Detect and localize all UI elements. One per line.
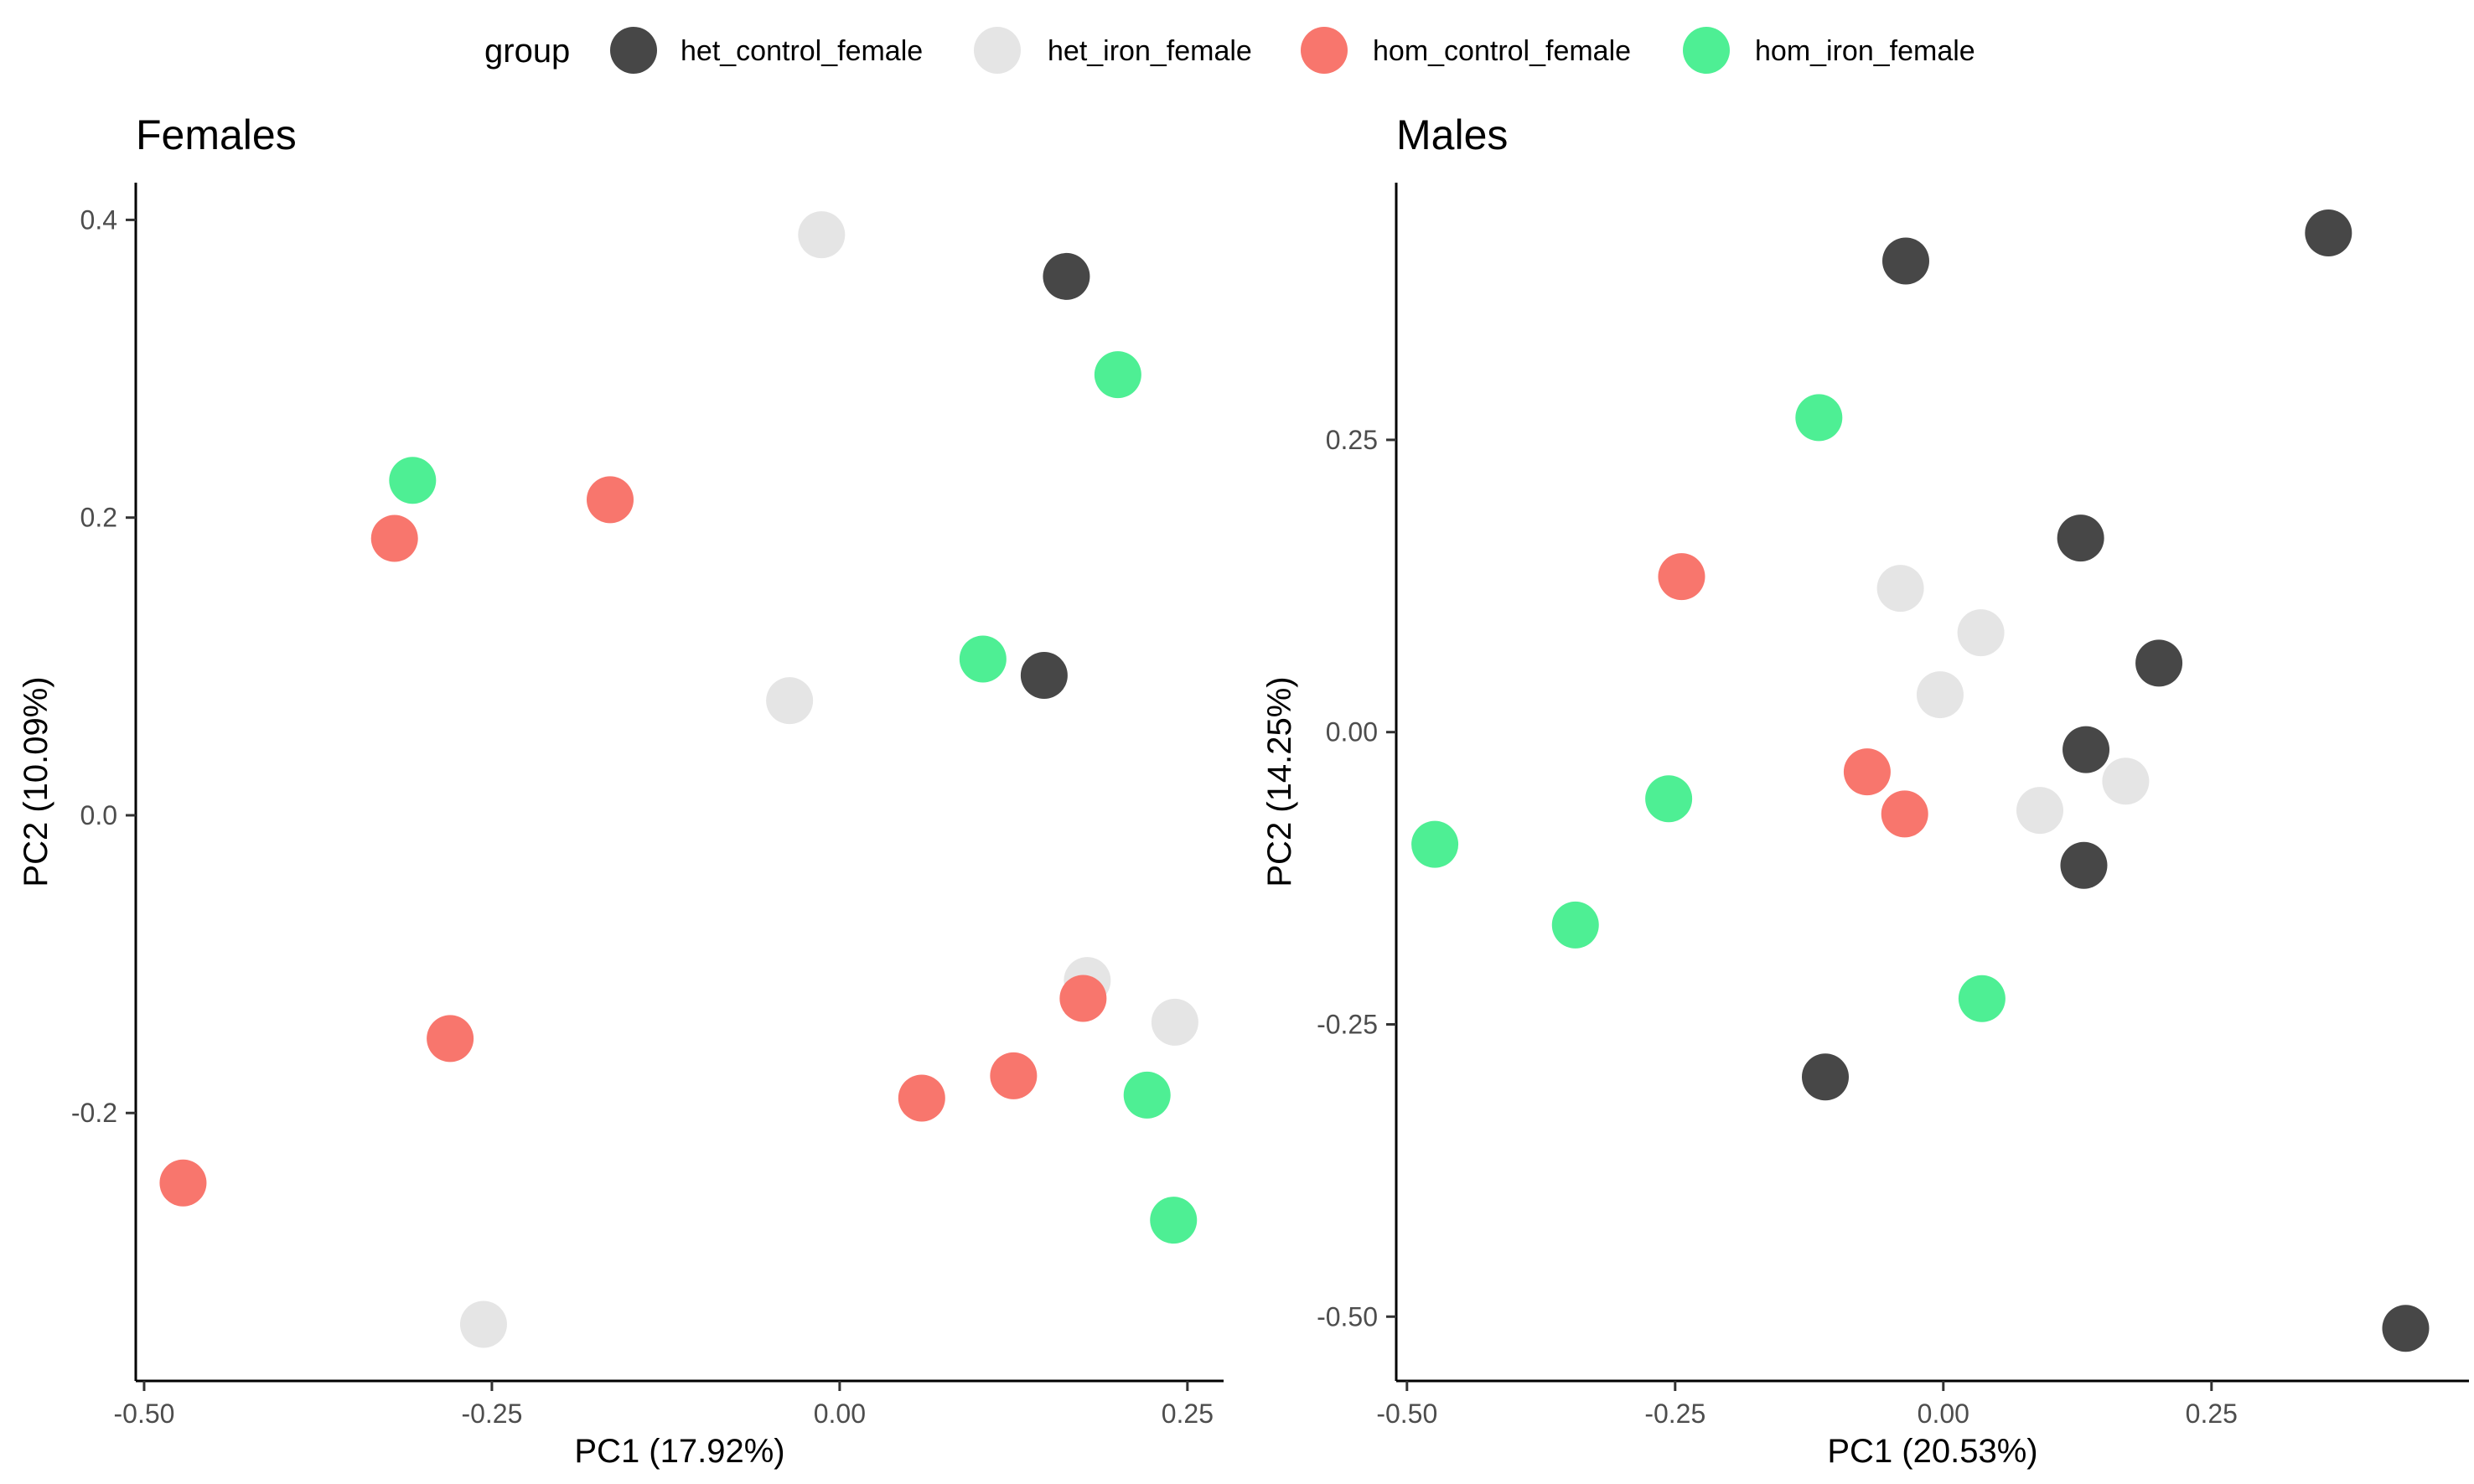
data-point-hom-control-female [1843, 748, 1891, 796]
legend-key-marker [1301, 27, 1348, 74]
legend-item-hom-control-female: hom_control_female [1301, 27, 1631, 74]
x-tick-label: 0.00 [1918, 1399, 1969, 1429]
series-hom-iron-female [389, 351, 1198, 1244]
data-point-hom-control-female [427, 1015, 474, 1063]
data-point-hom-control-female [587, 476, 634, 524]
series-hom-control-female [159, 476, 1107, 1207]
y-tick-label: 0.2 [80, 503, 117, 533]
legend-item-het-iron-female: het_iron_female [974, 27, 1252, 74]
y-tick-label: 0.00 [1326, 717, 1378, 747]
data-point-het-iron-female [2102, 758, 2150, 805]
panel-title: Females [136, 111, 297, 158]
series-het-iron-female [459, 211, 1198, 1348]
data-point-het-iron-female [766, 677, 814, 725]
legend-key-marker [1683, 27, 1730, 74]
series-hom-control-female [1658, 553, 1928, 838]
data-point-hom-control-female [990, 1052, 1038, 1099]
legend-key-marker [974, 27, 1021, 74]
series-het-control-female [1802, 209, 2430, 1352]
series-het-control-female [1020, 252, 1090, 699]
y-tick-label: 0.0 [80, 800, 117, 830]
data-point-het-control-female [1802, 1053, 1849, 1101]
legend-label: het_iron_female [1048, 35, 1252, 67]
legend-item-hom-iron-female: hom_iron_female [1683, 27, 1975, 74]
data-point-het-control-female [2305, 209, 2352, 256]
y-axis-title: PC2 (14.25%) [1261, 676, 1298, 887]
data-point-hom-control-female [1059, 975, 1107, 1022]
data-point-hom-iron-female [959, 635, 1007, 683]
data-point-hom-control-female [898, 1074, 945, 1122]
data-point-hom-iron-female [389, 457, 437, 504]
y-tick-label: 0.25 [1326, 425, 1378, 455]
males-panel: Males -0.50 -0.25 0.00 0.25 -0.50 -0.25 0.00 0.2… [1261, 111, 2469, 1470]
data-point-het-control-female [1882, 237, 1929, 285]
legend-label: hom_iron_female [1755, 35, 1975, 67]
x-tick-label: -0.50 [113, 1399, 174, 1429]
x-axis-title: PC1 (20.53%) [1827, 1433, 2037, 1470]
data-point-het-control-female [2135, 639, 2183, 687]
y-tick-label: -0.25 [1317, 1009, 1378, 1039]
females-panel: Females -0.50 -0.25 0.00 0.25 -0.2 0.0 0.2 0.4 PC… [18, 111, 1224, 1470]
series-hom-iron-female [1411, 394, 2006, 1022]
data-point-het-iron-female [459, 1300, 507, 1348]
x-tick-label: 0.00 [814, 1399, 866, 1429]
y-tick-label: 0.4 [80, 204, 117, 235]
data-point-het-control-female [2057, 514, 2104, 562]
data-point-het-control-female [2063, 726, 2110, 773]
data-point-hom-control-female [1658, 553, 1705, 601]
legend-key-marker [610, 27, 657, 74]
data-point-hom-iron-female [1958, 975, 2006, 1022]
legend-label: hom_control_female [1373, 35, 1631, 67]
legend: group het_control_female het_iron_female h… [484, 27, 1975, 74]
data-point-hom-iron-female [1645, 775, 1693, 823]
data-point-het-iron-female [1957, 609, 2005, 657]
legend-title: group [484, 33, 570, 70]
data-point-hom-iron-female [1094, 351, 1141, 399]
data-point-het-iron-female [1876, 565, 1924, 613]
data-point-het-iron-female [2016, 787, 2063, 835]
legend-item-het-control-female: het_control_female [610, 27, 923, 74]
data-point-hom-control-female [159, 1159, 207, 1207]
data-point-hom-iron-female [1551, 901, 1599, 949]
x-tick-label: -0.50 [1376, 1399, 1437, 1429]
y-tick-label: -0.2 [71, 1098, 117, 1128]
data-point-het-iron-female [1916, 671, 1964, 719]
series-het-iron-female [1876, 565, 2150, 835]
data-point-het-control-female [1043, 252, 1090, 300]
data-point-hom-iron-female [1123, 1071, 1171, 1119]
data-point-hom-iron-female [1795, 394, 1843, 442]
panel-title: Males [1396, 111, 1508, 158]
data-point-hom-control-female [1881, 790, 1928, 838]
data-point-het-control-female [1020, 651, 1068, 699]
legend-label: het_control_female [681, 35, 923, 67]
data-point-hom-control-female [370, 514, 418, 562]
x-tick-label: -0.25 [461, 1399, 522, 1429]
data-point-het-control-female [2060, 841, 2108, 889]
data-point-het-iron-female [1151, 998, 1198, 1046]
y-tick-label: -0.50 [1317, 1301, 1378, 1331]
data-point-hom-iron-female [1150, 1197, 1198, 1244]
data-point-het-iron-female [798, 211, 846, 259]
x-axis-title: PC1 (17.92%) [574, 1433, 784, 1470]
y-axis-title: PC2 (10.09%) [18, 676, 54, 887]
x-tick-label: 0.25 [2186, 1399, 2238, 1429]
data-point-het-control-female [2382, 1305, 2430, 1352]
data-point-hom-iron-female [1411, 820, 1459, 868]
x-tick-label: -0.25 [1644, 1399, 1705, 1429]
x-tick-label: 0.25 [1162, 1399, 1214, 1429]
